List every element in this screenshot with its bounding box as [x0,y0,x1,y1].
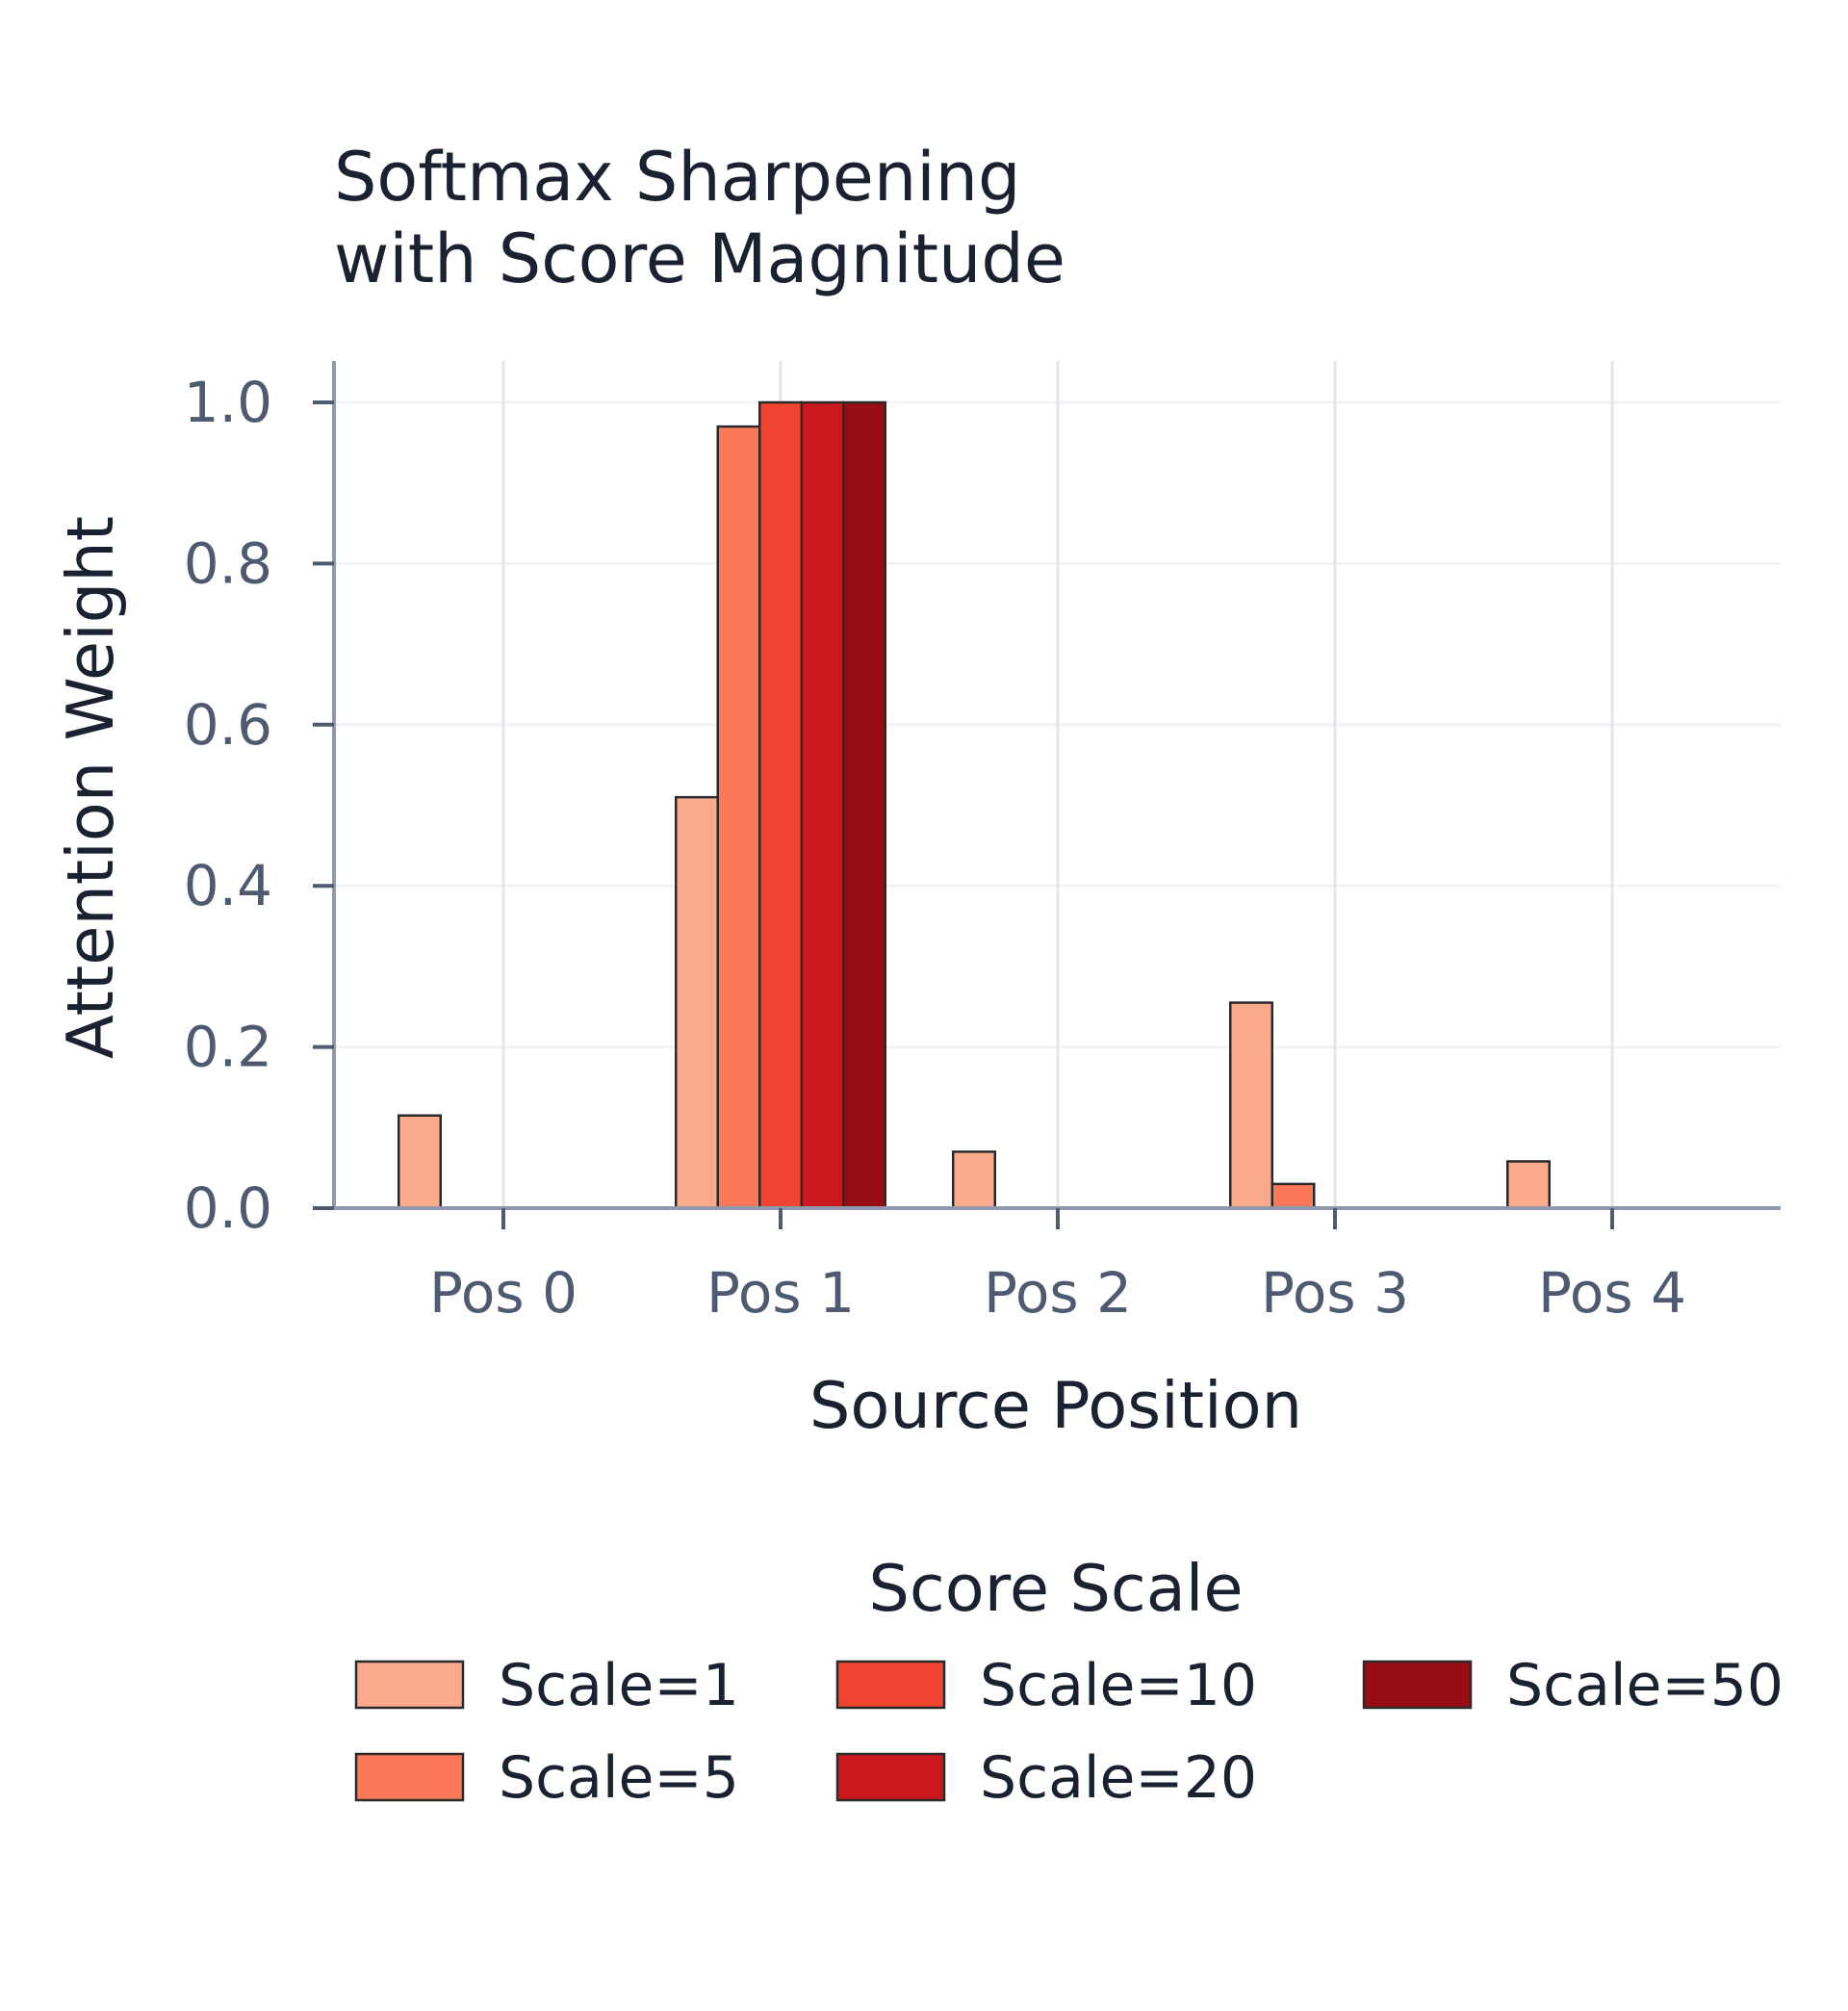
bar [1270,1182,1316,1210]
bars [398,400,1551,1210]
legend-swatch [835,1752,946,1802]
y-tick-label: 0.4 [184,853,272,918]
x-tick-label: Pos 0 [429,1260,578,1326]
bar [675,795,719,1210]
legend-label: Scale=10 [980,1652,1257,1719]
legend-title: Score Scale [868,1551,1243,1626]
legend-label: Scale=50 [1506,1652,1784,1719]
x-axis-title: Source Position [809,1368,1302,1443]
x-tick-label: Pos 3 [1261,1260,1409,1326]
bar [1506,1160,1551,1210]
y-tick-label: 0.8 [184,530,272,596]
legend-label: Scale=20 [980,1744,1257,1812]
y-tick-label: 0.2 [184,1015,272,1080]
legend-label: Scale=5 [499,1744,739,1812]
y-tick-label: 0.6 [184,692,272,758]
x-tick-label: Pos 4 [1538,1260,1686,1326]
legend-swatch [354,1752,465,1802]
bar [952,1150,996,1210]
chart-title-line-1: Softmax Sharpening [334,138,1020,217]
legend-swatch [835,1660,946,1710]
y-axis-title: Attention Weight [53,516,128,1059]
legend: Score Scale Scale=1 Scale=5 Scale=10 Scale=… [354,1551,1784,1812]
x-tick-label: Pos 2 [984,1260,1132,1326]
x-tick-label: Pos 1 [706,1260,855,1326]
bar [758,400,803,1210]
bar [1229,1001,1273,1210]
axes: 0.0 0.2 0.4 0.6 0.8 1.0 Pos 0 Pos 1 Pos 2 Pos 3 Po… [184,361,1781,1326]
y-tick-label: 1.0 [184,370,272,435]
legend-swatch [1362,1660,1473,1710]
legend-swatch [354,1660,465,1710]
bar [398,1114,442,1210]
chart-title-line-2: with Score Magnitude [334,219,1065,298]
bar [716,425,761,1210]
y-tick-label: 0.0 [184,1175,272,1241]
grid [334,361,1781,1210]
bar [800,400,845,1210]
bar [842,400,886,1210]
legend-label: Scale=1 [499,1652,739,1719]
